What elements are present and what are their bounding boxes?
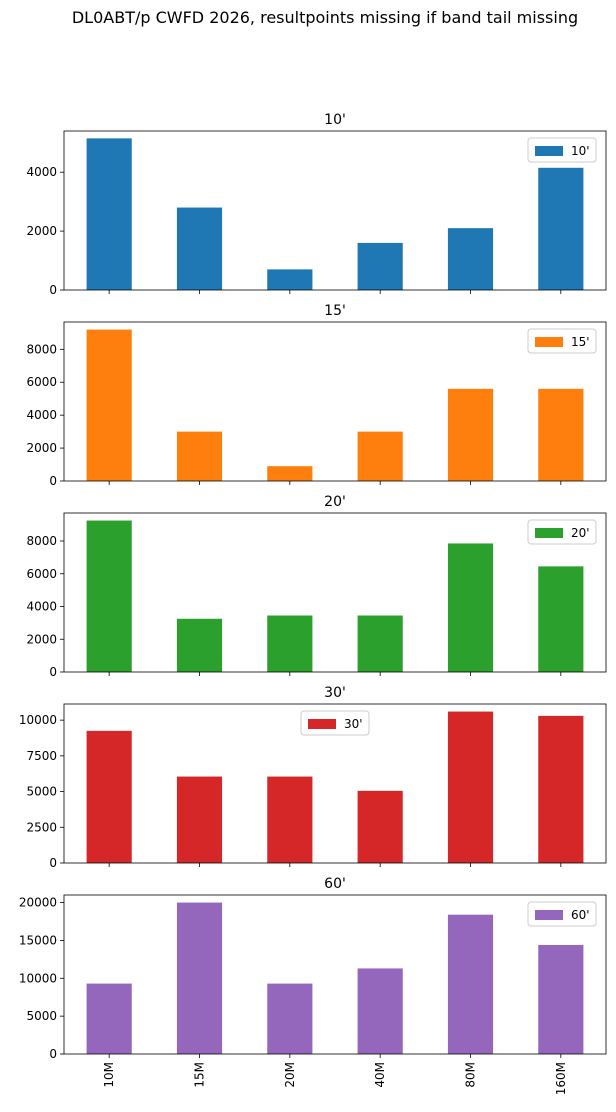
axes-frame [63, 894, 607, 1055]
legend-swatch [308, 719, 336, 729]
y-tick-label: 15000 [19, 933, 57, 947]
y-tick-label: 0 [49, 856, 57, 870]
bar-10M [86, 520, 132, 672]
bar-160M [538, 715, 584, 863]
y-tick-label: 4000 [26, 165, 57, 179]
x-tick-label: 40M [373, 1062, 387, 1088]
y-tick-label: 8000 [26, 342, 57, 356]
legend-label: 30' [344, 717, 363, 731]
y-tick-label: 2500 [26, 820, 57, 834]
bar-40M [357, 242, 403, 290]
y-tick-label: 2000 [26, 224, 57, 238]
legend: 10' [527, 137, 597, 163]
legend-swatch [535, 910, 563, 920]
subplot-2: 15' 0 2000 4000 6000 8000 15' [26, 303, 607, 488]
bar-80M [447, 711, 494, 863]
legend-label: 15' [571, 335, 590, 349]
bar-15M [176, 207, 223, 290]
x-tick-label: 10M [102, 1062, 116, 1088]
bar-20M [267, 466, 313, 481]
legend: 15' [527, 328, 597, 354]
bar-160M [538, 167, 584, 290]
bar-40M [357, 968, 403, 1054]
subplot-title: 10' [324, 112, 346, 128]
bar-160M [538, 388, 584, 481]
subplot-title: 60' [324, 876, 346, 892]
bar-160M [538, 566, 584, 672]
y-tick-label: 8000 [26, 534, 57, 548]
bar-80M [447, 914, 494, 1054]
x-tick-label: 20M [283, 1062, 297, 1088]
bar-10M [86, 329, 132, 481]
bar-80M [447, 543, 494, 672]
bar-160M [538, 944, 584, 1054]
bar-15M [176, 776, 223, 863]
y-tick-label: 2000 [26, 441, 57, 455]
subplot-5: 60' 0 5000 10000 15000 20000 10M 15M 20M 40M 80M 16… [19, 876, 607, 1095]
x-tick-label: 15M [193, 1062, 207, 1088]
bar-40M [357, 790, 403, 863]
bar-20M [267, 983, 313, 1054]
y-tick-label: 10000 [19, 713, 57, 727]
y-tick-label: 6000 [26, 567, 57, 581]
subplots: 10' 0 2000 4000 10' 15' 0 2000 4000 6000 8000 15' 20… [19, 112, 607, 1095]
axes-frame [63, 512, 607, 673]
legend-swatch [535, 337, 563, 347]
bar-10M [86, 138, 132, 290]
axes-frame [63, 130, 607, 291]
bar-15M [176, 431, 223, 481]
y-tick-label: 20000 [19, 896, 57, 910]
subplot-title: 20' [324, 494, 346, 510]
y-tick-label: 5000 [26, 1009, 57, 1023]
bar-40M [357, 615, 403, 672]
legend-swatch [535, 146, 563, 156]
subplot-title: 15' [324, 303, 346, 319]
y-tick-label: 0 [49, 665, 57, 679]
legend: 20' [527, 519, 597, 545]
y-tick-label: 6000 [26, 375, 57, 389]
y-tick-label: 10000 [19, 971, 57, 985]
y-tick-label: 0 [49, 1047, 57, 1061]
bar-20M [267, 776, 313, 863]
bar-20M [267, 269, 313, 290]
y-tick-label: 2000 [26, 632, 57, 646]
subplot-title: 30' [324, 685, 346, 701]
legend-label: 20' [571, 526, 590, 540]
subplot-3: 20' 0 2000 4000 6000 8000 20' [26, 494, 607, 679]
figure-title: DL0ABT/p CWFD 2026, resultpoints missing… [72, 8, 578, 27]
y-tick-label: 0 [49, 283, 57, 297]
axes-frame [63, 321, 607, 482]
x-tick-label: 160M [554, 1062, 568, 1095]
bar-40M [357, 431, 403, 481]
bar-15M [176, 902, 223, 1054]
subplot-4: 30' 0 2500 5000 7500 10000 30' [19, 685, 607, 870]
y-tick-label: 0 [49, 474, 57, 488]
x-tick-label: 80M [464, 1062, 478, 1088]
legend-label: 60' [571, 908, 590, 922]
subplot-1: 10' 0 2000 4000 10' [26, 112, 607, 297]
legend-swatch [535, 528, 563, 538]
bar-20M [267, 615, 313, 672]
legend-label: 10' [571, 144, 590, 158]
legend: 60' [527, 901, 597, 927]
y-tick-label: 5000 [26, 785, 57, 799]
bar-80M [447, 228, 494, 290]
y-tick-label: 7500 [26, 749, 57, 763]
y-tick-label: 4000 [26, 600, 57, 614]
y-tick-label: 4000 [26, 408, 57, 422]
bar-10M [86, 983, 132, 1054]
bar-10M [86, 730, 132, 863]
axes-frame [63, 703, 607, 864]
legend: 30' [300, 710, 370, 736]
bar-15M [176, 618, 223, 672]
bar-80M [447, 388, 494, 481]
